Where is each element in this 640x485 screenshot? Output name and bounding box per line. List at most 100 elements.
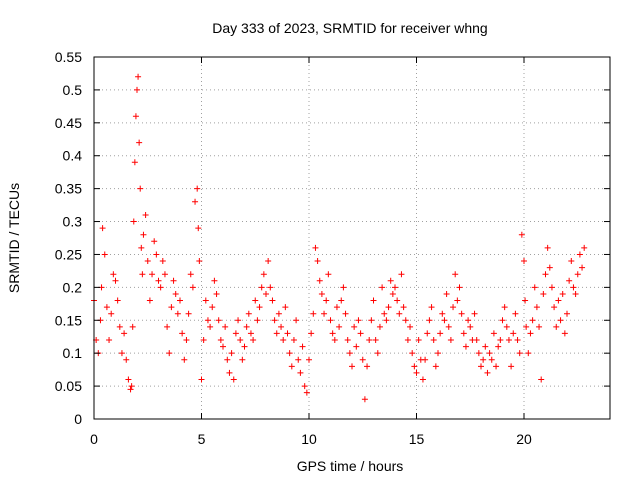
x-tick-label: 10 bbox=[301, 431, 317, 447]
data-point bbox=[490, 330, 497, 337]
data-point bbox=[570, 284, 577, 291]
data-point bbox=[108, 310, 115, 317]
data-point bbox=[258, 284, 265, 291]
data-point bbox=[306, 356, 312, 363]
data-point bbox=[241, 343, 248, 350]
data-point bbox=[318, 290, 325, 297]
data-point bbox=[346, 350, 353, 357]
data-point bbox=[209, 304, 216, 311]
data-point bbox=[561, 330, 568, 337]
x-tick-label: 0 bbox=[90, 431, 98, 447]
data-point bbox=[581, 244, 588, 251]
data-point bbox=[486, 350, 493, 357]
data-point bbox=[432, 363, 439, 370]
data-point bbox=[118, 350, 125, 357]
data-point bbox=[376, 323, 383, 330]
data-point bbox=[172, 290, 179, 297]
data-point bbox=[297, 369, 304, 376]
data-point bbox=[123, 356, 130, 363]
data-point bbox=[139, 271, 146, 278]
data-point bbox=[336, 323, 343, 330]
data-point bbox=[189, 284, 196, 291]
data-point bbox=[452, 271, 459, 278]
data-point bbox=[278, 323, 285, 330]
data-point bbox=[333, 304, 340, 311]
data-point bbox=[411, 363, 418, 370]
data-point bbox=[497, 337, 504, 344]
data-point bbox=[329, 330, 336, 337]
y-tick-label: 0.2 bbox=[63, 279, 83, 295]
data-point bbox=[398, 271, 405, 278]
data-point bbox=[389, 290, 396, 297]
data-point bbox=[321, 310, 328, 317]
x-tick-label: 5 bbox=[198, 431, 206, 447]
axes bbox=[93, 56, 611, 420]
data-point bbox=[170, 277, 177, 284]
data-point bbox=[155, 277, 162, 284]
data-point bbox=[551, 304, 558, 311]
data-point bbox=[215, 317, 222, 324]
data-point bbox=[396, 310, 403, 317]
data-point bbox=[579, 264, 586, 271]
data-point bbox=[368, 317, 375, 324]
data-point bbox=[263, 290, 269, 297]
y-tick-label: 0.1 bbox=[63, 345, 83, 361]
data-point bbox=[557, 317, 564, 324]
data-point bbox=[207, 323, 214, 330]
grid bbox=[94, 57, 610, 419]
y-tick-label: 0.5 bbox=[63, 82, 83, 98]
data-point bbox=[355, 317, 362, 324]
data-point bbox=[523, 323, 530, 330]
y-tick-label: 0.15 bbox=[55, 312, 82, 328]
data-point bbox=[415, 337, 422, 344]
data-point bbox=[254, 317, 261, 324]
data-point bbox=[548, 284, 555, 291]
data-point bbox=[196, 258, 203, 265]
data-point bbox=[564, 310, 570, 317]
data-point bbox=[529, 317, 536, 324]
data-point bbox=[112, 277, 119, 284]
y-tick-label: 0 bbox=[74, 411, 82, 427]
data-point bbox=[110, 271, 117, 278]
data-point bbox=[392, 284, 398, 291]
data-point bbox=[407, 323, 414, 330]
data-point bbox=[308, 330, 315, 337]
data-point bbox=[454, 297, 461, 304]
data-point bbox=[134, 86, 140, 93]
data-point bbox=[544, 244, 551, 251]
y-tick-label: 0.35 bbox=[55, 181, 82, 197]
data-point bbox=[467, 323, 474, 330]
data-point bbox=[151, 238, 158, 245]
data-point bbox=[471, 310, 478, 317]
plot-frame bbox=[93, 56, 611, 420]
data-point bbox=[267, 284, 274, 291]
data-point bbox=[187, 271, 194, 278]
data-point bbox=[353, 343, 360, 350]
data-point bbox=[413, 369, 420, 376]
data-point bbox=[149, 271, 156, 278]
data-point bbox=[181, 356, 188, 363]
x-axis-label: GPS time / hours bbox=[297, 458, 404, 474]
data-point bbox=[366, 337, 373, 344]
data-point bbox=[293, 317, 300, 324]
data-point bbox=[568, 258, 575, 265]
data-point bbox=[316, 277, 323, 284]
data-point bbox=[566, 277, 573, 284]
data-point bbox=[179, 330, 186, 337]
data-point bbox=[213, 290, 220, 297]
data-point bbox=[230, 376, 237, 383]
data-point bbox=[518, 231, 525, 238]
data-point bbox=[521, 258, 527, 265]
data-point bbox=[323, 297, 330, 304]
y-tick-label: 0.3 bbox=[63, 214, 83, 230]
data-point bbox=[194, 185, 201, 192]
data-point bbox=[314, 258, 321, 265]
data-point bbox=[338, 297, 345, 304]
data-point bbox=[540, 290, 547, 297]
data-point bbox=[349, 363, 355, 370]
data-point bbox=[555, 297, 562, 304]
data-point bbox=[456, 284, 463, 291]
data-point bbox=[402, 317, 409, 324]
data-point bbox=[437, 330, 444, 337]
data-point bbox=[458, 310, 465, 317]
